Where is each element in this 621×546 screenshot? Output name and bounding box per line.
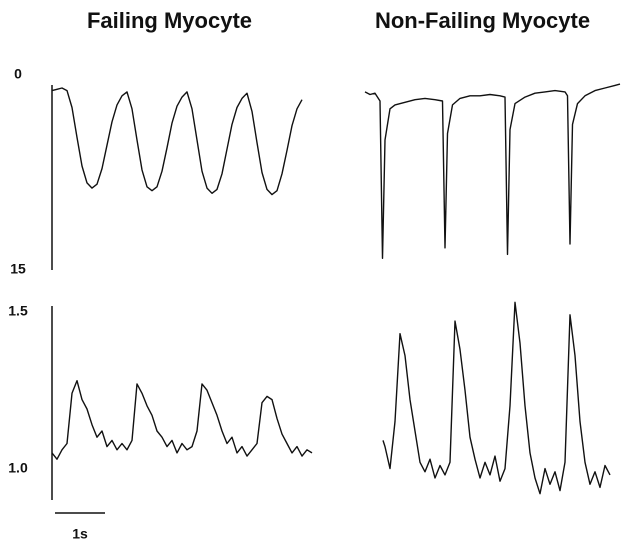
trace [51, 380, 313, 460]
y-tick-label: 0 [14, 66, 22, 82]
y-tick-label: 15 [10, 261, 26, 277]
scale-bar-label: 1s [72, 526, 88, 542]
panel-title: Non-Failing Myocyte [375, 8, 590, 33]
trace [382, 301, 611, 495]
trace [364, 83, 621, 259]
y-tick-label: 1.0 [8, 459, 28, 475]
panel-title: Failing Myocyte [87, 8, 252, 33]
trace [51, 87, 303, 196]
y-tick-label: 1.5 [8, 302, 28, 318]
